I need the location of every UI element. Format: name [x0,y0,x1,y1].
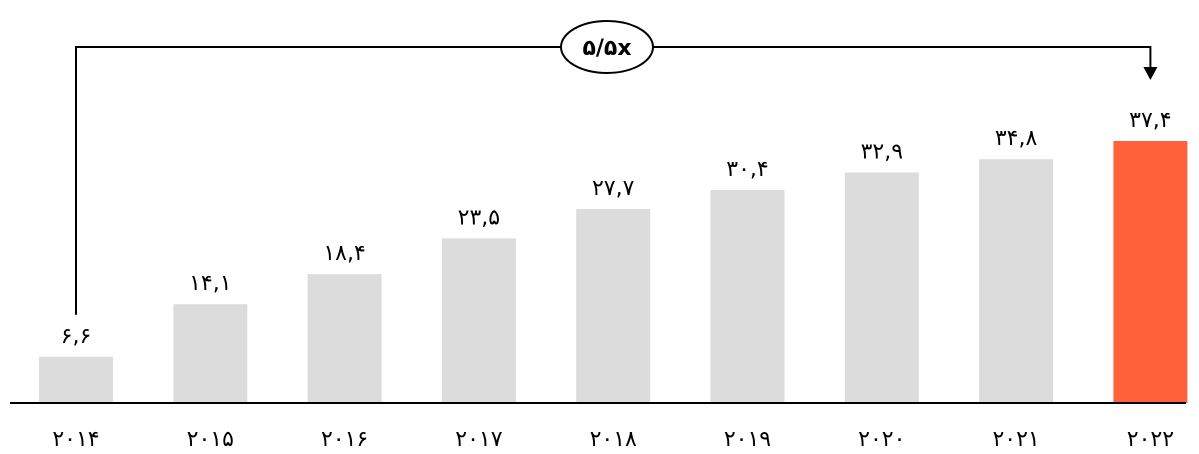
category-label-0: ۲۰۱۴ [52,427,99,450]
value-label-4: ۲۷,۷ [592,176,635,201]
category-label-2: ۲۰۱۶ [321,427,368,450]
bar-2 [307,274,382,403]
bar-3 [441,238,516,403]
value-label-1: ۱۴,۱ [189,271,231,296]
value-label-6: ۳۲,۹ [861,140,903,165]
category-label-5: ۲۰۱۹ [724,427,771,450]
value-label-8: ۳۷,۴ [1129,108,1171,133]
value-label-3: ۲۳,۵ [458,205,500,230]
bar-1 [173,304,248,403]
category-label-8: ۲۰۲۲ [1127,427,1174,450]
value-label-2: ۱۸,۴ [323,241,365,266]
category-label-1: ۲۰۱۵ [187,427,234,450]
bar-6 [844,172,919,403]
category-label-4: ۲۰۱۸ [590,427,637,450]
value-label-7: ۳۴,۸ [995,126,1038,151]
bar-4 [576,209,651,403]
bar-8 [1113,141,1188,403]
growth-badge-label: ۵/۵x [582,36,631,61]
category-label-6: ۲۰۲۰ [858,427,905,450]
bar-5 [710,190,785,403]
category-label-3: ۲۰۱۷ [455,427,502,450]
growth-arrow-head [1143,67,1158,80]
value-label-5: ۳۰,۴ [726,157,768,182]
value-label-0: ۶,۶ [61,324,92,349]
bar-7 [979,159,1054,403]
category-label-7: ۲۰۲۱ [992,427,1039,450]
growth-badge [560,20,654,74]
bar-0 [39,356,113,403]
